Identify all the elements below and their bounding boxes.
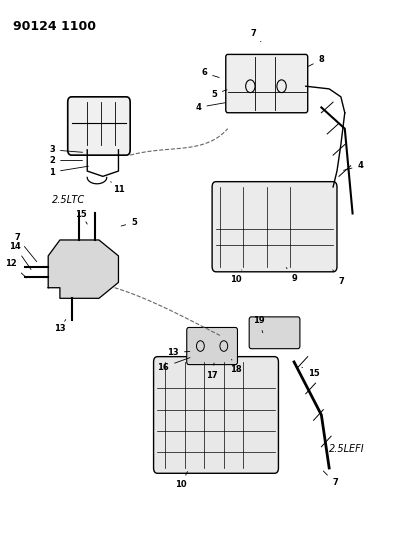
Text: 6: 6 — [201, 68, 219, 77]
Text: 11: 11 — [111, 182, 124, 194]
Text: 4: 4 — [343, 161, 364, 171]
Text: 3: 3 — [49, 146, 83, 155]
Text: 17: 17 — [206, 363, 218, 379]
Text: 15: 15 — [302, 367, 320, 378]
Text: 7: 7 — [14, 233, 37, 262]
Text: 2.5LTC: 2.5LTC — [52, 195, 85, 205]
Text: 9: 9 — [286, 268, 297, 282]
Text: 2: 2 — [49, 156, 83, 165]
Text: 10: 10 — [175, 472, 187, 489]
FancyBboxPatch shape — [249, 317, 300, 349]
FancyBboxPatch shape — [68, 97, 130, 155]
FancyBboxPatch shape — [212, 182, 337, 272]
Text: 16: 16 — [158, 358, 190, 372]
Text: 7: 7 — [323, 471, 338, 487]
Text: 15: 15 — [75, 210, 87, 224]
Text: 13: 13 — [54, 319, 66, 333]
Text: 4: 4 — [195, 103, 226, 112]
Text: 2.5LEFI: 2.5LEFI — [329, 445, 365, 455]
Text: 14: 14 — [9, 242, 31, 270]
FancyBboxPatch shape — [187, 327, 237, 365]
Text: 8: 8 — [308, 55, 324, 67]
Text: 5: 5 — [121, 218, 137, 227]
Polygon shape — [48, 240, 118, 298]
Text: 18: 18 — [230, 359, 241, 374]
Text: 5: 5 — [211, 90, 227, 99]
Text: 13: 13 — [167, 348, 190, 357]
Text: 12: 12 — [5, 260, 27, 278]
Text: 7: 7 — [333, 270, 344, 286]
FancyBboxPatch shape — [154, 357, 279, 473]
Text: 7: 7 — [250, 29, 261, 42]
Text: 19: 19 — [253, 316, 265, 333]
Text: 10: 10 — [230, 270, 242, 284]
Text: 90124 1100: 90124 1100 — [13, 20, 96, 33]
FancyBboxPatch shape — [226, 54, 308, 113]
Text: 1: 1 — [49, 166, 88, 176]
